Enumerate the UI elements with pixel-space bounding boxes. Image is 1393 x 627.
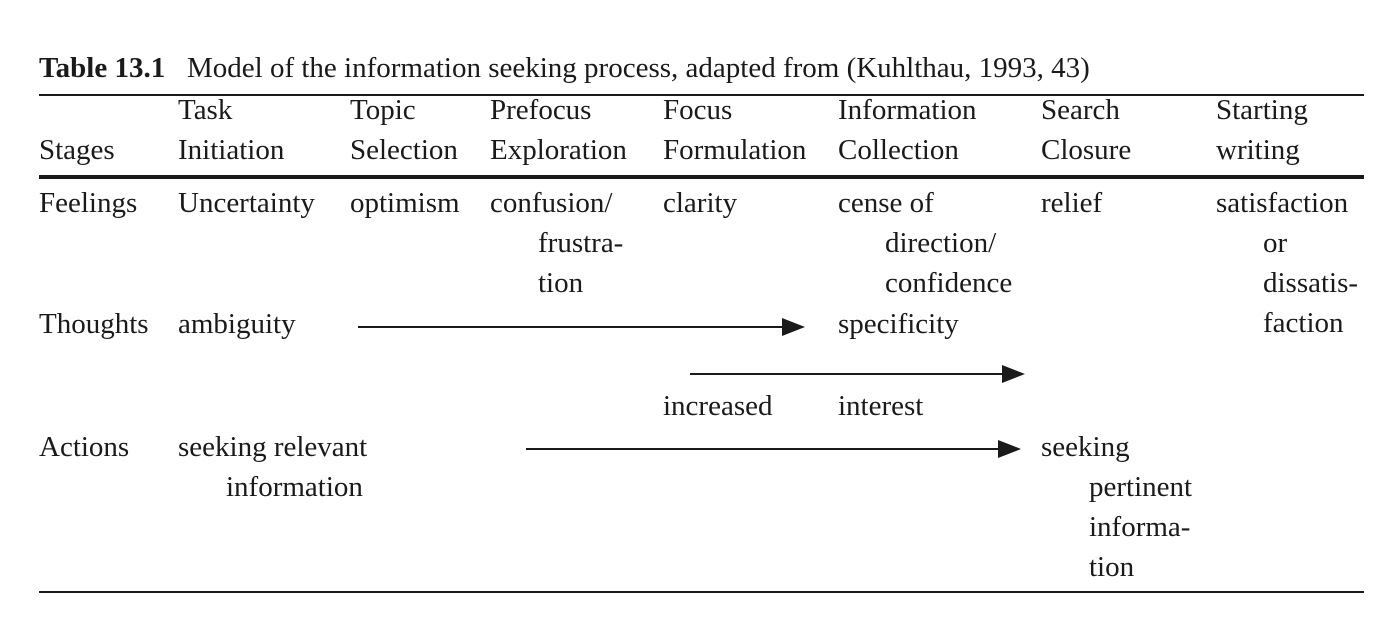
header-information-line1: Information: [838, 94, 977, 126]
thoughts-task-initiation: ambiguity: [178, 308, 296, 340]
header-prefocus-line1: Prefocus: [490, 94, 592, 126]
header-information-line2: Collection: [838, 134, 959, 166]
actions-search-line4: tion: [1089, 551, 1135, 583]
table-number: Table 13.1: [39, 52, 166, 84]
row-label-feelings: Feelings: [39, 187, 138, 219]
actions-task-line2: information: [226, 471, 363, 503]
feelings-writing-line4: faction: [1263, 307, 1344, 339]
feelings-focus: clarity: [663, 187, 738, 219]
feelings-topic-selection: optimism: [350, 187, 460, 219]
header-rule: [39, 175, 1364, 179]
actions-search-line1: seeking: [1041, 431, 1130, 463]
feelings-prefocus-line1: confusion/: [490, 187, 613, 219]
feelings-information-line2: direction/: [885, 227, 997, 259]
row-label-thoughts: Thoughts: [39, 308, 149, 340]
actions-search-line3: informa-: [1089, 511, 1191, 543]
table-caption: Table 13.1 Model of the information seek…: [39, 48, 1090, 88]
header-task-line1: Task: [178, 94, 233, 126]
actions-arrow: [526, 440, 1021, 458]
interest-arrow: [690, 365, 1025, 383]
header-stages: Stages: [39, 134, 115, 166]
header-task-line2: Initiation: [178, 134, 285, 166]
actions-search-line2: pertinent: [1089, 471, 1193, 503]
header-prefocus-line2: Exploration: [490, 134, 627, 166]
thoughts-interest: interest: [838, 390, 924, 422]
thoughts-information: specificity: [838, 308, 959, 340]
thoughts-increased: increased: [663, 390, 773, 422]
actions-task-line1: seeking relevant: [178, 431, 368, 463]
top-rule: [39, 94, 1364, 96]
row-label-actions: Actions: [39, 431, 130, 463]
feelings-task-initiation: Uncertainty: [178, 187, 315, 219]
header-writing-line2: writing: [1216, 134, 1300, 166]
feelings-writing-line1: satisfaction: [1216, 187, 1349, 219]
header-focus-line1: Focus: [663, 94, 733, 126]
header-topic-line1: Topic: [350, 94, 416, 126]
feelings-information-line3: confidence: [885, 267, 1013, 299]
header-writing-line1: Starting: [1216, 94, 1308, 126]
header-topic-line2: Selection: [350, 134, 458, 166]
feelings-prefocus-line2: frustra-: [538, 227, 624, 259]
thoughts-arrow: [358, 318, 805, 336]
caption-text: Model of the information seeking process…: [187, 52, 1090, 84]
feelings-search: relief: [1041, 187, 1103, 219]
header-search-line2: Closure: [1041, 134, 1132, 166]
feelings-information-line1: cense of: [838, 187, 934, 219]
feelings-writing-line2: or: [1263, 227, 1288, 259]
bottom-rule: [39, 591, 1364, 593]
feelings-prefocus-line3: tion: [538, 267, 584, 299]
header-search-line1: Search: [1041, 94, 1120, 126]
feelings-writing-line3: dissatis-: [1263, 267, 1359, 299]
header-focus-line2: Formulation: [663, 134, 807, 166]
